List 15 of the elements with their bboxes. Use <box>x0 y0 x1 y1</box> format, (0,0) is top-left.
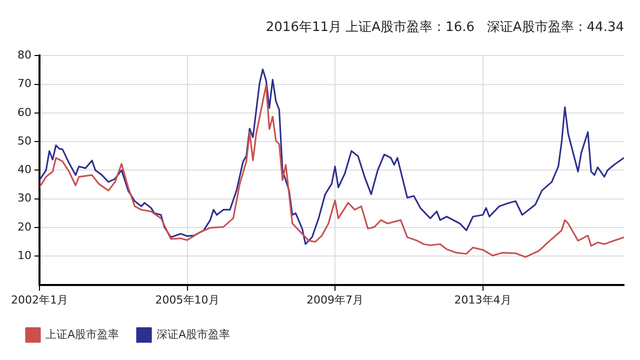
y-tick-label: 40 <box>17 163 32 176</box>
y-tick-label: 10 <box>17 249 32 262</box>
x-tick-label: 2009年7月 <box>306 293 364 306</box>
y-tick-label: 60 <box>17 106 32 119</box>
chart-title: 2016年11月 上证A股市盈率：16.6 深证A股市盈率：44.34 <box>266 19 624 36</box>
y-tick-label: 80 <box>17 48 32 62</box>
x-tick-label: 2002年1月 <box>10 293 68 306</box>
legend-label: 上证A股市盈率 <box>46 328 120 341</box>
y-tick-label: 70 <box>17 77 32 90</box>
y-tick-label: 20 <box>17 220 32 234</box>
x-tick-label: 2013年4月 <box>454 293 512 306</box>
x-tick-label: 2005年10月 <box>155 293 220 306</box>
y-tick-label: 30 <box>17 192 32 205</box>
y-tick-label: 50 <box>17 134 32 148</box>
legend-label: 深证A股市盈率 <box>156 328 230 341</box>
